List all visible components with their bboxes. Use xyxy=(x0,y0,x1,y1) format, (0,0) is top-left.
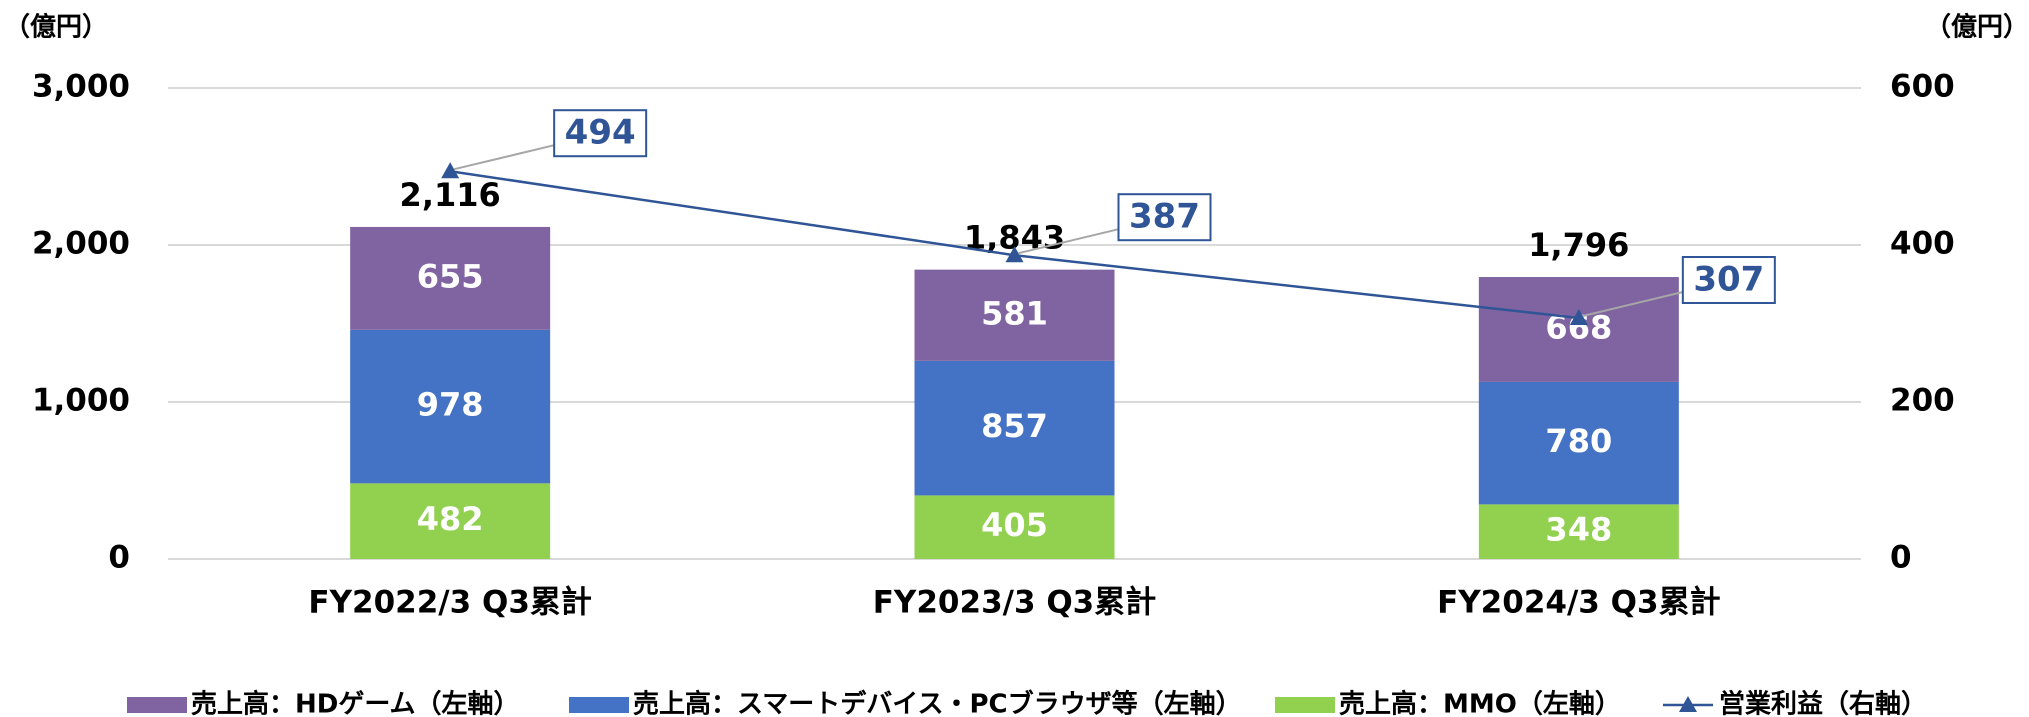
legend-swatch xyxy=(127,697,187,713)
bar-segment xyxy=(350,483,551,559)
y2-tick-label: 400 xyxy=(1890,226,1955,262)
label-box xyxy=(1681,256,1776,305)
y-tick-label: 3,000 xyxy=(32,69,130,105)
y2-axis-label: （億円） xyxy=(1925,13,2029,43)
bar-value-label: 655 xyxy=(417,257,484,295)
y-tick-label: 2,000 xyxy=(32,226,130,262)
leader-line xyxy=(1582,291,1684,317)
leader-line xyxy=(453,144,555,171)
legend-swatch xyxy=(1679,696,1697,712)
bar-value-label: 482 xyxy=(417,500,484,538)
y2-tick-label: 200 xyxy=(1890,383,1955,419)
bar-segment xyxy=(1478,381,1679,505)
label-box xyxy=(553,109,648,158)
bar-value-label: 405 xyxy=(981,506,1048,544)
bar-value-label: 780 xyxy=(1545,422,1612,460)
line-marker xyxy=(1569,309,1588,326)
legend-label: 売上高：HDゲーム（左軸） xyxy=(191,689,520,717)
y2-tick-label: 0 xyxy=(1890,540,1912,576)
bar-value-label: 857 xyxy=(981,407,1048,445)
x-tick-label: FY2022/3 Q3累計 xyxy=(308,585,592,621)
bar-segment xyxy=(914,495,1115,559)
total-label: 2,116 xyxy=(400,176,501,214)
legend-label: 売上高：スマートデバイス・PCブラウザ等（左軸） xyxy=(633,689,1242,717)
bar-segment xyxy=(350,329,551,484)
y-axis-label: （億円） xyxy=(4,13,108,43)
leader-line xyxy=(1018,228,1119,255)
line-value-label: 494 xyxy=(565,113,636,153)
line-marker xyxy=(441,162,460,179)
x-tick-label: FY2023/3 Q3累計 xyxy=(873,585,1157,621)
bar-value-label: 348 xyxy=(1545,511,1612,549)
line-value-label: 387 xyxy=(1129,197,1200,237)
bar-segment xyxy=(914,269,1115,361)
bar-segment xyxy=(1478,277,1679,382)
legend-label: 売上高：MMO（左軸） xyxy=(1339,689,1621,717)
line-value-label: 307 xyxy=(1693,260,1764,300)
bar-value-label: 978 xyxy=(417,386,484,424)
line-marker xyxy=(1005,246,1024,263)
y-tick-label: 1,000 xyxy=(32,383,130,419)
bar-segment xyxy=(1478,504,1679,559)
bar-segment xyxy=(914,360,1115,496)
label-box xyxy=(1117,193,1212,242)
bar-value-label: 581 xyxy=(981,294,1048,332)
legend-swatch xyxy=(1275,697,1335,713)
legend-swatch xyxy=(569,697,629,713)
bar-segment xyxy=(350,226,551,330)
y2-tick-label: 600 xyxy=(1890,69,1955,105)
x-tick-label: FY2024/3 Q3累計 xyxy=(1437,585,1721,621)
y-tick-label: 0 xyxy=(108,540,130,576)
legend-label: 営業利益（右軸） xyxy=(1719,689,1927,717)
total-label: 1,796 xyxy=(1528,226,1629,264)
